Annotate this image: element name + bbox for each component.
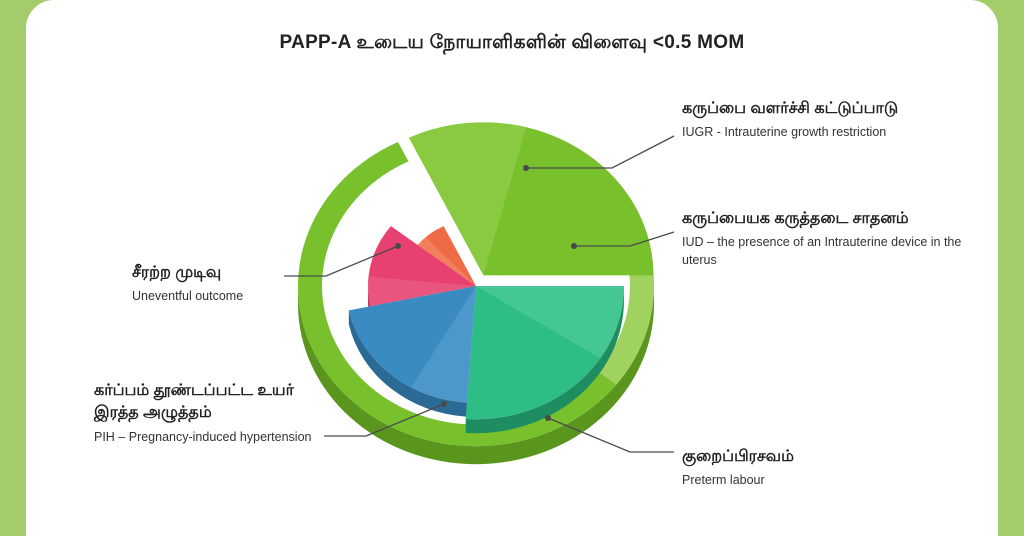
- label-iugr-en: IUGR - Intrauterine growth restriction: [682, 124, 898, 142]
- label-iugr-ta: கருப்பை வளர்ச்சி கட்டுப்பாடு: [682, 98, 898, 120]
- label-pih-en: PIH – Pregnancy-induced hypertension: [94, 429, 334, 447]
- content-card: PAPP-A உடைய நோயாளிகளின் விளைவு <0.5 MOM …: [26, 0, 998, 536]
- label-unevent-en: Uneventful outcome: [132, 288, 243, 306]
- label-pih: கர்ப்பம் தூண்டப்பட்ட உயர் இரத்த அழுத்தம்…: [94, 380, 334, 446]
- label-iugr: கருப்பை வளர்ச்சி கட்டுப்பாடு IUGR - Intr…: [682, 98, 898, 142]
- label-pih-ta: கர்ப்பம் தூண்டப்பட்ட உயர் இரத்த அழுத்தம்: [94, 380, 334, 425]
- label-preterm-ta: குறைப்பிரசவம்: [682, 446, 794, 468]
- label-unevent-ta: சீரற்ற முடிவு: [132, 262, 243, 284]
- label-unevent: சீரற்ற முடிவு Uneventful outcome: [132, 262, 243, 306]
- label-iud: கருப்பையக கருத்தடை சாதனம் IUD – the pres…: [682, 208, 962, 269]
- label-preterm: குறைப்பிரசவம் Preterm labour: [682, 446, 794, 490]
- label-iud-ta: கருப்பையக கருத்தடை சாதனம்: [682, 208, 962, 230]
- chart-title: PAPP-A உடைய நோயாளிகளின் விளைவு <0.5 MOM: [26, 32, 998, 56]
- label-iud-en: IUD – the presence of an Intrauterine de…: [682, 234, 962, 269]
- label-preterm-en: Preterm labour: [682, 472, 794, 490]
- pie-chart: [286, 96, 666, 476]
